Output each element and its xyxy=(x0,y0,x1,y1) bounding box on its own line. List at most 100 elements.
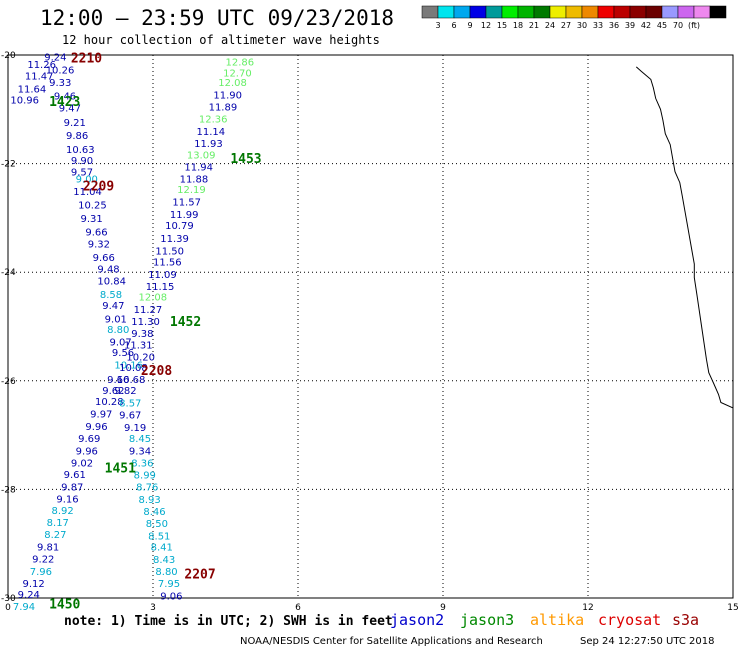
wave-height-value: 9.47 xyxy=(102,301,124,312)
colorbar-swatch xyxy=(549,5,567,19)
wave-height-value: 10.96 xyxy=(10,96,39,107)
wave-height-value: 9.66 xyxy=(93,253,115,264)
wave-height-value: 10.26 xyxy=(46,66,75,77)
legend-altika: altika xyxy=(530,611,584,629)
colorbar-label: 42 xyxy=(641,21,651,30)
wave-height-value: 9.96 xyxy=(85,422,107,433)
wave-height-value: 8.80 xyxy=(107,325,129,336)
pass-time-label: 2208 xyxy=(141,364,172,379)
y-tick-label: -28 xyxy=(1,485,16,495)
wave-height-value: 11.56 xyxy=(153,257,182,268)
colorbar-label: 9 xyxy=(467,21,472,30)
wave-height-value: 11.93 xyxy=(194,139,223,150)
pass-time-label: 1452 xyxy=(170,315,201,330)
wave-height-value: 8.93 xyxy=(139,495,161,506)
wave-height-value: 12.08 xyxy=(139,293,168,304)
legend-s3a: s3a xyxy=(672,611,699,629)
wave-height-value: 9.46 xyxy=(54,92,76,103)
wave-height-value: 9.33 xyxy=(49,78,71,89)
map-title: 12:00 – 23:59 UTC 09/23/2018 xyxy=(40,6,394,30)
wave-height-value: 9.81 xyxy=(37,542,59,553)
pass-time-labels: 2210 1423 2209 1453 1452 2208 1451 2207 1450 xyxy=(49,52,262,613)
colorbar-label: 30 xyxy=(577,21,587,30)
colorbar-swatch xyxy=(501,5,519,19)
wave-height-value: 11.94 xyxy=(184,162,213,173)
wave-height-value: 11.64 xyxy=(18,85,47,96)
pass-time-label: 1453 xyxy=(230,152,261,167)
axis-tick-labels: 0 3 6 9 12 15 -20 -22 -24 -26 -28 -30 xyxy=(1,51,739,613)
wave-height-value: 8.51 xyxy=(148,532,170,543)
wave-height-value: 9.86 xyxy=(66,131,88,142)
x-tick-label: 12 xyxy=(582,603,593,613)
wave-height-value: 11.47 xyxy=(25,72,54,83)
wave-height-value: 11.50 xyxy=(155,246,184,257)
wave-height-value: 9.22 xyxy=(32,554,54,565)
wave-height-value: 9.57 xyxy=(71,168,93,179)
colorbar-swatch xyxy=(453,5,471,19)
units-note: note: 1) Time is in UTC; 2) SWH is in fe… xyxy=(64,614,393,629)
wave-height-value: 12.36 xyxy=(199,115,228,126)
wave-height-value: 8.57 xyxy=(119,399,141,410)
wave-height-value: 9.56 xyxy=(112,348,134,359)
colorbar-label: (ft) xyxy=(688,21,700,30)
wave-height-value: 11.30 xyxy=(131,317,160,328)
wave-height-value: 9.62 xyxy=(102,386,124,397)
wave-height-value: 11.39 xyxy=(160,234,189,245)
wave-height-value: 9.21 xyxy=(64,118,86,129)
wave-height-value: 11.26 xyxy=(27,60,56,71)
wave-height-value: 8.80 xyxy=(155,567,177,578)
wave-height-value: 9.47 xyxy=(59,104,81,115)
wave-height-value: 8.76 xyxy=(136,483,158,494)
colorbar-swatch xyxy=(693,5,711,19)
wave-height-value: 8.50 xyxy=(146,519,168,530)
colorbar-swatch xyxy=(709,5,727,19)
y-tick-label: -22 xyxy=(1,160,16,170)
wave-height-value: 9.38 xyxy=(131,329,153,340)
colorbar-swatch xyxy=(661,5,679,19)
wave-height-value: 8.45 xyxy=(129,434,151,445)
wave-height-value: 10.28 xyxy=(95,397,124,408)
wave-height-value: 12.19 xyxy=(177,185,206,196)
pass-time-label: 2209 xyxy=(83,179,114,194)
wave-height-value: 11.99 xyxy=(170,210,199,221)
colorbar-label: 6 xyxy=(451,21,456,30)
wave-height-value: 10.68 xyxy=(117,375,146,386)
legend-jason2: jason2 xyxy=(390,611,444,629)
colorbar-label: 18 xyxy=(513,21,523,30)
colorbar-label: 21 xyxy=(529,21,539,30)
wave-height-value: 10.08 xyxy=(119,363,148,374)
wave-height-value: 8.27 xyxy=(44,530,66,541)
wave-height-value: 13.09 xyxy=(187,150,216,161)
x-tick-label: 6 xyxy=(295,603,301,613)
y-tick-label: -30 xyxy=(1,594,16,604)
wave-height-value: 10.20 xyxy=(126,352,155,363)
colorbar-swatch xyxy=(421,5,439,19)
colorbar-swatch xyxy=(437,5,455,19)
wave-height-value: 9.90 xyxy=(71,156,93,167)
wave-height-value: 9.31 xyxy=(81,214,103,225)
coastline xyxy=(635,66,734,409)
colorbar-swatch xyxy=(597,5,615,19)
wave-height-value: 11.09 xyxy=(148,270,177,281)
wave-height-value: 11.27 xyxy=(134,305,163,316)
wave-height-value: 8.41 xyxy=(151,542,173,553)
wave-height-value: 10.63 xyxy=(66,145,95,156)
wave-height-value: 7.96 xyxy=(30,567,52,578)
y-tick-label: -24 xyxy=(1,268,16,278)
wave-height-value: 8.36 xyxy=(131,458,153,469)
x-tick-label: 15 xyxy=(727,603,738,613)
pass-time-label: 1450 xyxy=(49,597,80,612)
credit-text: NOAA/NESDIS Center for Satellite Applica… xyxy=(240,636,543,647)
wave-height-value: 7.94 xyxy=(13,602,35,613)
wave-height-value: 9.07 xyxy=(110,338,132,349)
colorbar-swatch xyxy=(629,5,647,19)
wave-height-value: 12.08 xyxy=(218,78,247,89)
pass-time-label: 2210 xyxy=(71,52,102,67)
wave-height-value: 8.17 xyxy=(47,518,69,529)
colorbar-swatch xyxy=(517,5,535,19)
wave-height-value: 8.92 xyxy=(52,506,74,517)
map-frame: 9.2411.2610.2611.479.3311.649.4610.969.4… xyxy=(7,52,734,613)
wave-height-value: 9.97 xyxy=(90,409,112,420)
colorbar-label: 3 xyxy=(435,21,440,30)
wave-height-value: 7.95 xyxy=(158,579,180,590)
